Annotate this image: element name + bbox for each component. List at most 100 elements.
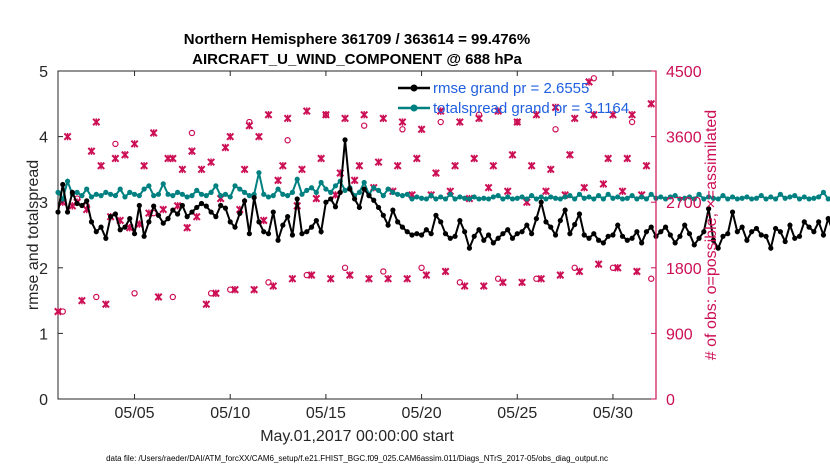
spread-point: [203, 193, 209, 199]
spread-point: [438, 194, 444, 200]
rmse-point: [682, 222, 688, 228]
obs-assimilated-point: [274, 176, 282, 185]
spread-point: [667, 194, 673, 200]
spread-point: [639, 194, 645, 200]
rmse-point: [782, 238, 788, 245]
rmse-point: [409, 232, 415, 238]
rmse-point: [356, 204, 362, 211]
spread-point: [385, 186, 391, 192]
rmse-point: [801, 219, 807, 225]
rmse-point: [442, 231, 449, 237]
rmse-point: [155, 212, 162, 218]
spread-point: [222, 191, 229, 197]
rmse-point: [485, 232, 492, 238]
rmse-point: [433, 212, 439, 218]
obs-assimilated-point: [489, 161, 498, 170]
spread-point: [361, 179, 367, 186]
obs-possible-point: [207, 290, 215, 297]
legend-rmse-label: rmse grand pr = 2.6555: [433, 80, 589, 97]
obs-assimilated-point: [355, 161, 364, 170]
spread-point: [285, 193, 291, 199]
rmse-point: [198, 200, 205, 207]
rmse-point: [715, 245, 721, 251]
rmse-point: [686, 231, 693, 237]
rmse-point: [624, 237, 630, 243]
obs-assimilated-point: [264, 110, 273, 119]
legend-rmse-marker: [410, 84, 418, 92]
spread-point: [572, 196, 578, 202]
obs-assimilated-point: [398, 118, 407, 126]
spread-point: [820, 189, 827, 195]
obs-possible-point: [303, 271, 310, 279]
obs-assimilated-point: [168, 154, 177, 163]
rmse-point: [701, 229, 707, 235]
spread-point: [801, 194, 807, 200]
spread-point: [744, 194, 750, 200]
spread-point: [591, 196, 597, 202]
rmse-point: [591, 231, 597, 237]
obs-assimilated-point: [202, 300, 211, 309]
spread-point: [117, 186, 123, 192]
x-tick-label: 05/25: [497, 405, 537, 422]
rmse-point: [151, 203, 157, 209]
spread-point: [447, 191, 453, 197]
obs-assimilated-point: [259, 216, 268, 225]
obs-possible-point: [590, 75, 598, 82]
spread-point: [758, 193, 764, 199]
obs-assimilated-point: [101, 300, 110, 309]
spread-point: [466, 196, 473, 202]
rmse-point: [777, 229, 783, 235]
spread-point: [691, 196, 697, 202]
spread-point: [686, 194, 693, 200]
spread-point: [213, 183, 219, 189]
rmse-point: [600, 240, 606, 246]
spread-point: [299, 191, 305, 197]
rmse-point: [323, 199, 329, 205]
obs-possible-point: [533, 275, 540, 282]
rmse-point: [562, 207, 568, 213]
rmse-point: [586, 235, 592, 241]
y-left-tick-label: 3: [39, 195, 48, 212]
rmse-point: [792, 235, 798, 241]
obs-assimilated-point: [623, 154, 632, 163]
obs-assimilated-point: [475, 114, 483, 123]
spread-point: [270, 193, 276, 199]
rmse-point: [462, 229, 468, 235]
rmse-point: [811, 229, 817, 235]
obs-possible-point: [399, 126, 406, 133]
obs-assimilated-point: [140, 161, 149, 170]
obs-possible-point: [284, 137, 291, 144]
obs-assimilated-point: [317, 154, 326, 163]
rmse-point: [308, 224, 315, 230]
rmse-point: [352, 196, 358, 202]
spread-point: [734, 196, 740, 202]
spread-point: [672, 193, 678, 199]
obs-assimilated-point: [436, 107, 445, 115]
spread-point: [265, 194, 272, 200]
obs-possible-point: [571, 264, 578, 271]
spread-point: [615, 194, 621, 200]
spread-point: [509, 196, 516, 202]
rmse-point: [313, 217, 319, 224]
rmse-point: [773, 225, 779, 232]
rmse-point: [328, 196, 334, 202]
obs-assimilated-point: [374, 158, 383, 167]
obs-assimilated-point: [278, 161, 287, 170]
spread-point: [533, 196, 540, 202]
spread-point: [816, 194, 822, 200]
y-right-tick-label: 0: [666, 392, 675, 409]
spread-point: [328, 189, 334, 195]
spread-point: [371, 185, 377, 191]
rmse-point: [241, 198, 248, 204]
obs-assimilated-point: [585, 78, 593, 86]
rmse-point: [796, 233, 803, 239]
rmse-point: [146, 219, 152, 225]
rmse-point: [696, 235, 702, 241]
rmse-point: [820, 232, 827, 238]
rmse-point: [552, 232, 559, 238]
spread-point: [428, 193, 434, 199]
spread-point: [313, 189, 319, 195]
spread-point: [629, 193, 635, 199]
obs-assimilated-point: [240, 165, 249, 174]
